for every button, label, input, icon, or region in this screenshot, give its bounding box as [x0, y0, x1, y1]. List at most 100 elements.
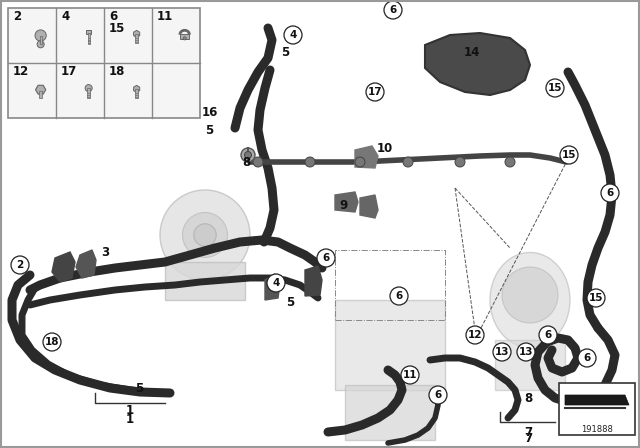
Text: 15: 15 [109, 22, 125, 34]
Text: 13: 13 [495, 347, 509, 357]
Text: 7: 7 [524, 432, 532, 445]
Bar [88, 33, 90, 43]
Text: 2: 2 [17, 260, 24, 270]
Text: 1: 1 [126, 413, 134, 426]
Circle shape [560, 146, 578, 164]
Circle shape [505, 157, 515, 167]
Polygon shape [265, 274, 280, 300]
Circle shape [194, 224, 216, 246]
Circle shape [253, 157, 263, 167]
Text: 11: 11 [157, 9, 173, 22]
Bar [180, 34, 189, 39]
Text: 9: 9 [339, 198, 347, 211]
Circle shape [517, 343, 535, 361]
Text: 5: 5 [286, 296, 294, 309]
Text: 4: 4 [61, 9, 69, 22]
Circle shape [183, 37, 186, 40]
Text: 17: 17 [61, 65, 77, 78]
Circle shape [546, 79, 564, 97]
Circle shape [403, 157, 413, 167]
Text: 5: 5 [205, 124, 213, 137]
Circle shape [455, 157, 465, 167]
Text: 6: 6 [545, 330, 552, 340]
Circle shape [11, 256, 29, 274]
Circle shape [317, 249, 335, 267]
Text: 11: 11 [403, 370, 417, 380]
Circle shape [305, 157, 315, 167]
Circle shape [241, 148, 255, 162]
Text: 191888: 191888 [581, 425, 613, 434]
Text: 16: 16 [202, 105, 218, 119]
Polygon shape [335, 192, 358, 212]
Text: 12: 12 [13, 65, 29, 78]
Text: 6: 6 [606, 188, 614, 198]
Circle shape [429, 386, 447, 404]
Circle shape [267, 274, 285, 292]
Bar [87, 88, 90, 98]
Polygon shape [305, 266, 322, 296]
Bar [345, 385, 435, 440]
Bar [559, 383, 635, 435]
Text: 4: 4 [289, 30, 297, 40]
Circle shape [493, 343, 511, 361]
Circle shape [43, 333, 61, 351]
Polygon shape [76, 250, 96, 278]
Text: 2: 2 [13, 9, 21, 22]
Bar [335, 300, 445, 390]
Polygon shape [425, 33, 530, 95]
Circle shape [390, 287, 408, 305]
Text: 17: 17 [368, 87, 382, 97]
Circle shape [384, 1, 402, 19]
Ellipse shape [490, 253, 570, 348]
Text: 13: 13 [519, 347, 533, 357]
Bar [8, 8, 200, 118]
Text: 6: 6 [584, 353, 591, 363]
Bar [86, 30, 91, 34]
Circle shape [366, 83, 384, 101]
Bar [40, 36, 42, 44]
Text: 6: 6 [389, 5, 397, 15]
Text: 6: 6 [435, 390, 442, 400]
Text: 6: 6 [109, 9, 117, 22]
Circle shape [578, 349, 596, 367]
Text: 7: 7 [524, 426, 532, 439]
Polygon shape [360, 195, 378, 218]
Bar [135, 34, 138, 43]
Circle shape [85, 85, 92, 92]
Circle shape [35, 30, 46, 41]
Polygon shape [52, 252, 75, 282]
Circle shape [539, 326, 557, 344]
Text: 14: 14 [464, 46, 480, 59]
Circle shape [355, 157, 365, 167]
Circle shape [502, 267, 558, 323]
Text: 8: 8 [524, 392, 532, 405]
Text: 18: 18 [109, 65, 125, 78]
Text: 18: 18 [45, 337, 60, 347]
Circle shape [587, 289, 605, 307]
Text: 8: 8 [242, 155, 250, 168]
Circle shape [244, 151, 252, 159]
Polygon shape [355, 146, 378, 168]
Text: 12: 12 [468, 330, 483, 340]
Circle shape [284, 26, 302, 44]
Text: 4: 4 [272, 278, 280, 288]
Circle shape [466, 326, 484, 344]
Text: 15: 15 [562, 150, 576, 160]
Circle shape [182, 212, 227, 258]
Text: 15: 15 [548, 83, 563, 93]
Text: 15: 15 [589, 293, 604, 303]
Bar [135, 89, 138, 98]
Text: 1: 1 [126, 404, 134, 417]
Text: 6: 6 [323, 253, 330, 263]
Bar [495, 340, 565, 390]
Text: 3: 3 [101, 246, 109, 258]
Bar [165, 262, 245, 300]
Polygon shape [565, 395, 629, 405]
Text: 5: 5 [135, 382, 143, 395]
Circle shape [160, 190, 250, 280]
Text: 10: 10 [377, 142, 393, 155]
Circle shape [401, 366, 419, 384]
Text: 6: 6 [396, 291, 403, 301]
Circle shape [37, 41, 44, 48]
Bar [39, 90, 42, 98]
